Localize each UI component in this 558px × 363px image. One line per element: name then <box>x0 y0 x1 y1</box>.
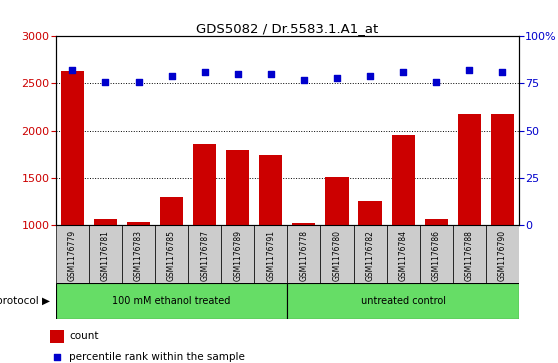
Bar <box>89 225 122 283</box>
Text: GSM1176790: GSM1176790 <box>498 230 507 281</box>
Text: GSM1176785: GSM1176785 <box>167 230 176 281</box>
Bar <box>127 222 150 319</box>
Point <box>200 69 209 75</box>
Point <box>266 71 275 77</box>
Text: percentile rank within the sample: percentile rank within the sample <box>69 352 245 362</box>
Text: GSM1176789: GSM1176789 <box>233 230 242 281</box>
Bar <box>387 225 420 283</box>
Bar <box>287 225 320 283</box>
Bar <box>392 135 415 319</box>
Text: GSM1176779: GSM1176779 <box>68 230 77 281</box>
Bar <box>226 151 249 319</box>
Text: GSM1176788: GSM1176788 <box>465 230 474 281</box>
Point <box>300 77 309 83</box>
Bar <box>122 225 155 283</box>
Point <box>498 69 507 75</box>
Point <box>233 71 242 77</box>
Bar <box>358 201 382 319</box>
Bar <box>193 144 217 319</box>
Bar <box>425 219 448 319</box>
Point <box>432 79 441 85</box>
Title: GDS5082 / Dr.5583.1.A1_at: GDS5082 / Dr.5583.1.A1_at <box>196 22 378 35</box>
Bar <box>420 225 453 283</box>
Bar <box>254 225 287 283</box>
Text: protocol ▶: protocol ▶ <box>0 296 50 306</box>
Bar <box>292 223 315 319</box>
Text: count: count <box>69 331 99 341</box>
Text: GSM1176784: GSM1176784 <box>398 230 408 281</box>
Point <box>134 79 143 85</box>
Text: GSM1176787: GSM1176787 <box>200 230 209 281</box>
Text: GSM1176781: GSM1176781 <box>101 230 110 281</box>
Text: 100 mM ethanol treated: 100 mM ethanol treated <box>112 296 231 306</box>
Text: GSM1176782: GSM1176782 <box>365 230 374 281</box>
Bar <box>160 197 183 319</box>
Bar <box>354 225 387 283</box>
Text: GSM1176783: GSM1176783 <box>134 230 143 281</box>
Text: untreated control: untreated control <box>360 296 446 306</box>
Bar <box>491 114 514 319</box>
Bar <box>221 225 254 283</box>
Text: GSM1176780: GSM1176780 <box>333 230 341 281</box>
Text: GSM1176786: GSM1176786 <box>432 230 441 281</box>
Bar <box>94 219 117 319</box>
Point <box>52 354 61 360</box>
Text: GSM1176778: GSM1176778 <box>300 230 309 281</box>
Bar <box>453 225 486 283</box>
Point <box>365 73 374 79</box>
Text: GSM1176791: GSM1176791 <box>266 230 275 281</box>
Bar <box>155 225 188 283</box>
Point <box>465 68 474 73</box>
Bar <box>320 225 354 283</box>
Point <box>333 75 341 81</box>
Point <box>101 79 110 85</box>
Bar <box>259 155 282 319</box>
Point <box>398 69 407 75</box>
Bar <box>56 225 89 283</box>
Bar <box>486 225 519 283</box>
Bar <box>287 283 519 319</box>
Bar <box>325 177 349 319</box>
Bar <box>50 330 64 343</box>
Bar <box>56 283 287 319</box>
Point <box>68 68 77 73</box>
Point <box>167 73 176 79</box>
Bar <box>458 114 481 319</box>
Bar <box>61 71 84 319</box>
Bar <box>188 225 221 283</box>
